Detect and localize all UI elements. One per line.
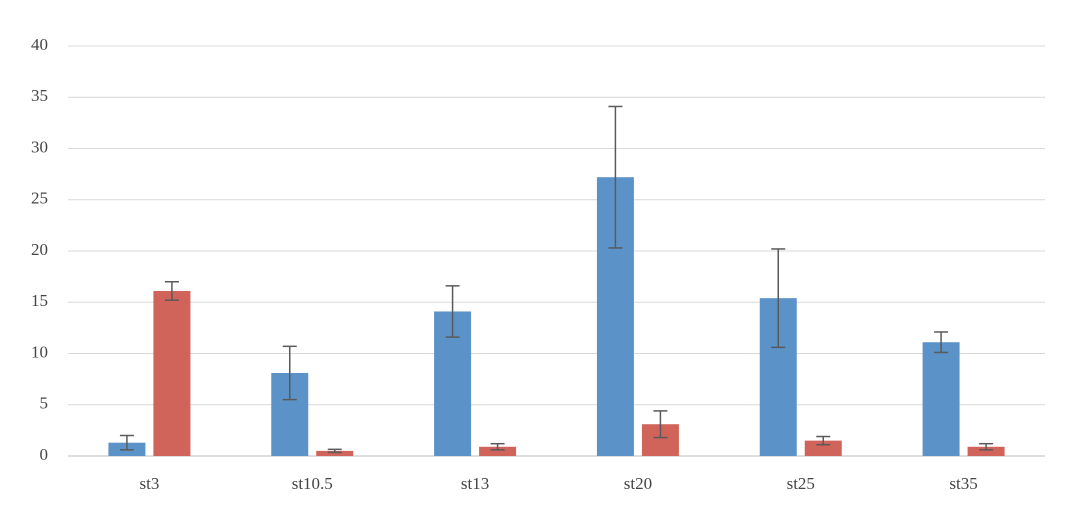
error-bar — [653, 410, 668, 439]
bar — [316, 450, 354, 456]
y-tick-label: 15 — [31, 291, 48, 310]
y-tick-label: 20 — [31, 240, 48, 259]
error-bar — [816, 435, 831, 446]
bar — [804, 440, 842, 456]
error-bar — [934, 331, 949, 354]
y-tick-label: 35 — [31, 86, 48, 105]
y-tick-label: 10 — [31, 342, 48, 361]
bar — [967, 446, 1005, 456]
error-bar — [282, 345, 297, 401]
x-tick-label: st3 — [139, 474, 159, 493]
y-tick-label: 40 — [31, 35, 48, 54]
x-tick-label: st25 — [787, 474, 815, 493]
bar — [153, 290, 191, 456]
error-bar — [608, 105, 623, 249]
error-bar — [979, 442, 994, 451]
x-tick-label: st20 — [624, 474, 652, 493]
error-bar — [490, 442, 505, 451]
error-bar — [119, 434, 134, 451]
x-tick-label: st10.5 — [292, 474, 333, 493]
bar — [922, 342, 960, 456]
bar — [479, 446, 517, 456]
error-bar — [164, 281, 179, 301]
x-tick-label: st35 — [949, 474, 977, 493]
error-bar — [445, 285, 460, 338]
y-tick-label: 5 — [40, 394, 49, 413]
y-tick-label: 25 — [31, 189, 48, 208]
y-tick-label: 0 — [40, 445, 49, 464]
error-bar — [327, 448, 342, 454]
x-tick-label: st13 — [461, 474, 489, 493]
y-tick-label: 30 — [31, 137, 48, 156]
error-bar — [771, 248, 786, 349]
